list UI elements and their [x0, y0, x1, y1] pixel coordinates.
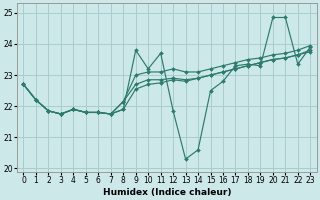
X-axis label: Humidex (Indice chaleur): Humidex (Indice chaleur) — [103, 188, 231, 197]
